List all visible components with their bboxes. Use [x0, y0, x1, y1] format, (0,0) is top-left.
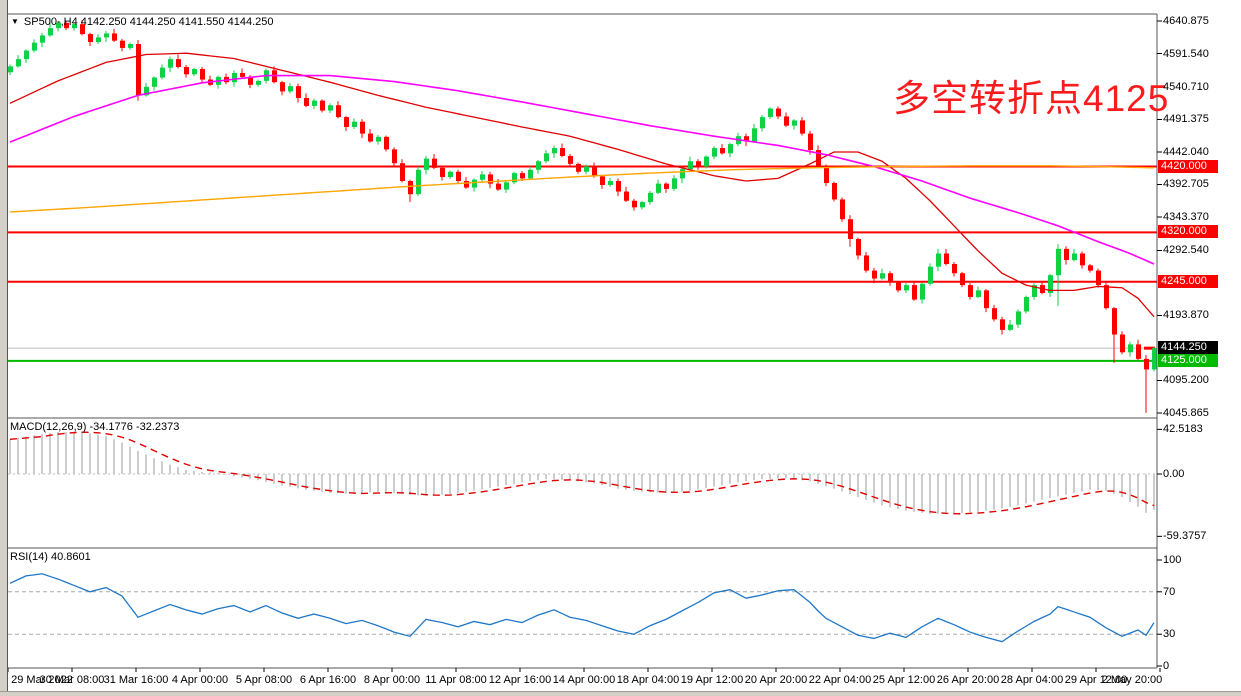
price-axis-label: 4442.040 [1163, 145, 1209, 158]
macd-axis-label: 0.00 [1163, 468, 1185, 480]
time-axis-label: 11 Apr 08:00 [425, 674, 487, 686]
price-axis-label: 4491.375 [1163, 113, 1209, 126]
time-axis-label: 28 Apr 04:00 [1000, 674, 1064, 686]
time-axis-label: 31 Mar 16:00 [103, 674, 169, 686]
time-axis-label: 26 Apr 20:00 [936, 674, 1000, 686]
chart-dropdown-icon[interactable]: ▼ [11, 17, 19, 26]
rsi-axis-label: 30 [1163, 628, 1176, 641]
price-axis-label: 4193.870 [1163, 309, 1209, 322]
price-tag-4245.000: 4245.000 [1158, 274, 1218, 288]
time-axis-label: 29 Mar 2022 [11, 674, 73, 686]
time-axis-label: 2 May 20:00 [1101, 674, 1163, 686]
time-axis-label: 18 Apr 04:00 [616, 674, 680, 686]
axis-ticks [7, 20, 1162, 672]
price-tag-4125.000: 4125.000 [1158, 353, 1218, 367]
ma-slow-orange [9, 165, 1155, 213]
macd-group [8, 431, 1157, 515]
price-axis-label: 4095.200 [1163, 374, 1209, 387]
price-axis-label: 4045.865 [1163, 406, 1209, 419]
rsi-group [8, 573, 1157, 643]
time-axis-label: 22 Apr 04:00 [808, 674, 872, 686]
price-axis-label: 4591.540 [1163, 47, 1209, 60]
rsi-indicator-label: RSI(14) 40.8601 [10, 551, 91, 563]
time-axis-label: 19 Apr 12:00 [680, 674, 744, 686]
rsi-axis-label: 0 [1163, 660, 1170, 672]
rsi-axis-label: 100 [1163, 554, 1182, 566]
price-axis-label: 4292.540 [1163, 244, 1209, 257]
macd-axis-label: -59.3757 [1163, 530, 1207, 543]
price-levels [8, 165, 1157, 362]
time-axis-label: 5 Apr 08:00 [235, 674, 293, 686]
time-axis-label: 8 Apr 00:00 [363, 674, 421, 686]
annotation-text: 多空转折点4125 [893, 78, 1170, 119]
macd-indicator-label: MACD(12,26,9) -34.1776 -32.2373 [10, 421, 180, 433]
time-axis-label: 25 Apr 12:00 [872, 674, 936, 686]
ma-mid-magenta [9, 74, 1155, 265]
price-axis-label: 4540.710 [1163, 80, 1209, 93]
current-price-dash [1144, 346, 1155, 350]
ma-fast-red [9, 52, 1155, 318]
window-bottom-edge [0, 691, 1241, 696]
time-axis-label: 4 Apr 00:00 [171, 674, 229, 686]
rsi-axis-label: 70 [1163, 585, 1176, 598]
time-axis-label: 29 Apr 12:00 [1064, 674, 1128, 686]
price-axis-label: 4343.370 [1163, 210, 1209, 223]
time-axis-label: 20 Apr 20:00 [744, 674, 808, 686]
price-tag-4320.000: 4320.000 [1158, 225, 1218, 239]
time-axis-label: 12 Apr 16:00 [488, 674, 552, 686]
price-tag-4420.000: 4420.000 [1158, 159, 1218, 173]
price-tag-4144.250: 4144.250 [1158, 341, 1218, 355]
chart-title: ▼ SP500-,H4 4142.250 4144.250 4141.550 41… [11, 16, 273, 28]
window-left-edge [0, 0, 8, 696]
symbol-ohlc-line: SP500-,H4 4142.250 4144.250 4141.550 414… [23, 16, 274, 28]
price-axis-label: 4640.875 [1163, 15, 1209, 27]
time-axis-label: 6 Apr 16:00 [299, 674, 357, 686]
time-axis-label: 14 Apr 00:00 [552, 674, 616, 686]
price-axis-label: 4392.705 [1163, 178, 1209, 191]
macd-axis-label: 42.5183 [1163, 423, 1203, 436]
time-axis-label: 30 Mar 08:00 [39, 674, 105, 686]
